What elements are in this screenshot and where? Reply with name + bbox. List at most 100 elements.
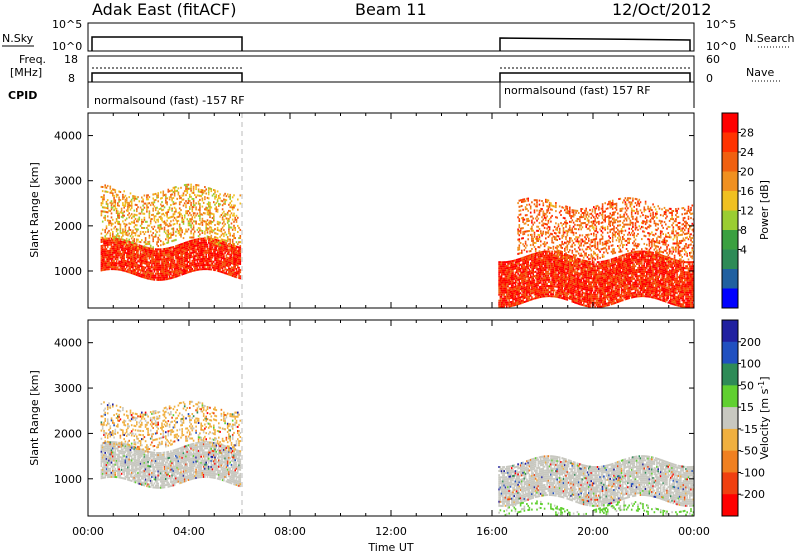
echo-cell [213, 268, 215, 271]
echo-cell [518, 264, 521, 267]
echo-cell [206, 257, 209, 260]
echo-cell [201, 221, 204, 224]
echo-cell [224, 241, 226, 244]
echo-cell [223, 263, 225, 266]
echo-cell [523, 256, 526, 259]
echo-cell [214, 257, 216, 259]
echo-cell [548, 276, 551, 279]
echo-cell [128, 204, 130, 207]
echo-cell [106, 241, 109, 244]
echo-cell [191, 191, 194, 194]
echo-cell [132, 229, 134, 232]
echo-cell [560, 280, 562, 283]
echo-cell [567, 266, 570, 269]
echo-cell [152, 203, 154, 206]
echo-cell [192, 232, 195, 235]
echo-cell [545, 252, 547, 255]
echo-cell [538, 292, 541, 295]
echo-cell [605, 282, 608, 285]
echo-cell [218, 221, 220, 224]
echo-cell [564, 265, 566, 268]
echo-cell [220, 256, 223, 259]
echo-cell [590, 289, 593, 292]
echo-cell [112, 264, 114, 266]
echo-cell [165, 193, 167, 196]
echo-cell [235, 255, 238, 258]
echo-cell [508, 277, 510, 279]
echo-cell [624, 253, 627, 256]
echo-cell [228, 209, 230, 212]
echo-cell [529, 292, 532, 295]
echo-cell [182, 248, 185, 251]
echo-cell [576, 263, 579, 266]
echo-cell [613, 292, 615, 295]
echo-cell [124, 223, 127, 226]
echo-cell [624, 298, 627, 301]
echo-cell [158, 272, 161, 275]
echo-cell [115, 264, 118, 267]
echo-cell [531, 288, 533, 291]
echo-cell [564, 281, 566, 284]
echo-cell [634, 283, 637, 286]
echo-cell [175, 247, 177, 250]
echo-cell [564, 279, 566, 282]
echo-cell [601, 268, 604, 271]
echo-cell [104, 268, 106, 271]
echo-cell [572, 292, 575, 295]
echo-cell [541, 251, 543, 253]
echo-cell [606, 261, 609, 264]
echo-cell [596, 289, 599, 292]
echo-cell [629, 254, 632, 257]
echo-cell [224, 257, 226, 260]
echo-cell [231, 250, 234, 253]
echo-cell [172, 264, 175, 267]
echo-cell [529, 258, 532, 261]
echo-cell [224, 266, 226, 269]
echo-cell [580, 287, 582, 290]
echo-cell [110, 216, 113, 219]
echo-cell [531, 257, 533, 260]
echo-cell [146, 194, 148, 197]
echo-cell [171, 193, 173, 196]
echo-cell [191, 268, 194, 270]
echo-cell [224, 213, 226, 216]
echo-cell [163, 266, 166, 269]
echo-cell [114, 225, 117, 228]
echo-cell [595, 297, 598, 300]
echo-cell [221, 253, 224, 255]
echo-cell [623, 260, 625, 263]
echo-cell [214, 252, 216, 255]
freq-trace-left [91, 72, 243, 82]
echo-cell [630, 276, 633, 279]
echo-cell [566, 282, 569, 285]
echo-cell [560, 266, 562, 269]
echo-cell [572, 282, 575, 285]
echo-cell [147, 275, 149, 278]
echo-cell [570, 287, 572, 290]
echo-cell [127, 260, 129, 263]
echo-cell [136, 261, 138, 264]
echo-cell [133, 264, 136, 267]
echo-cell [147, 271, 149, 274]
echo-cell [577, 264, 580, 267]
echo-cell [608, 269, 610, 272]
echo-cell [120, 248, 123, 251]
echo-cell [526, 269, 528, 272]
echo-cell [158, 266, 161, 269]
echo-cell [108, 229, 110, 232]
echo-cell [170, 271, 172, 274]
echo-cell [584, 296, 586, 299]
echo-cell [570, 271, 572, 274]
echo-cell [228, 224, 230, 227]
echo-cell [139, 248, 142, 251]
echo-cell [534, 260, 537, 263]
echo-cell [194, 267, 196, 270]
echo-cell [192, 224, 195, 227]
echo-cell [225, 272, 228, 275]
echo-cell [122, 263, 124, 266]
echo-cell [104, 206, 106, 209]
echo-cell [106, 205, 109, 208]
echo-cell [215, 236, 218, 239]
echo-cell [191, 255, 194, 258]
echo-cell [565, 273, 567, 276]
